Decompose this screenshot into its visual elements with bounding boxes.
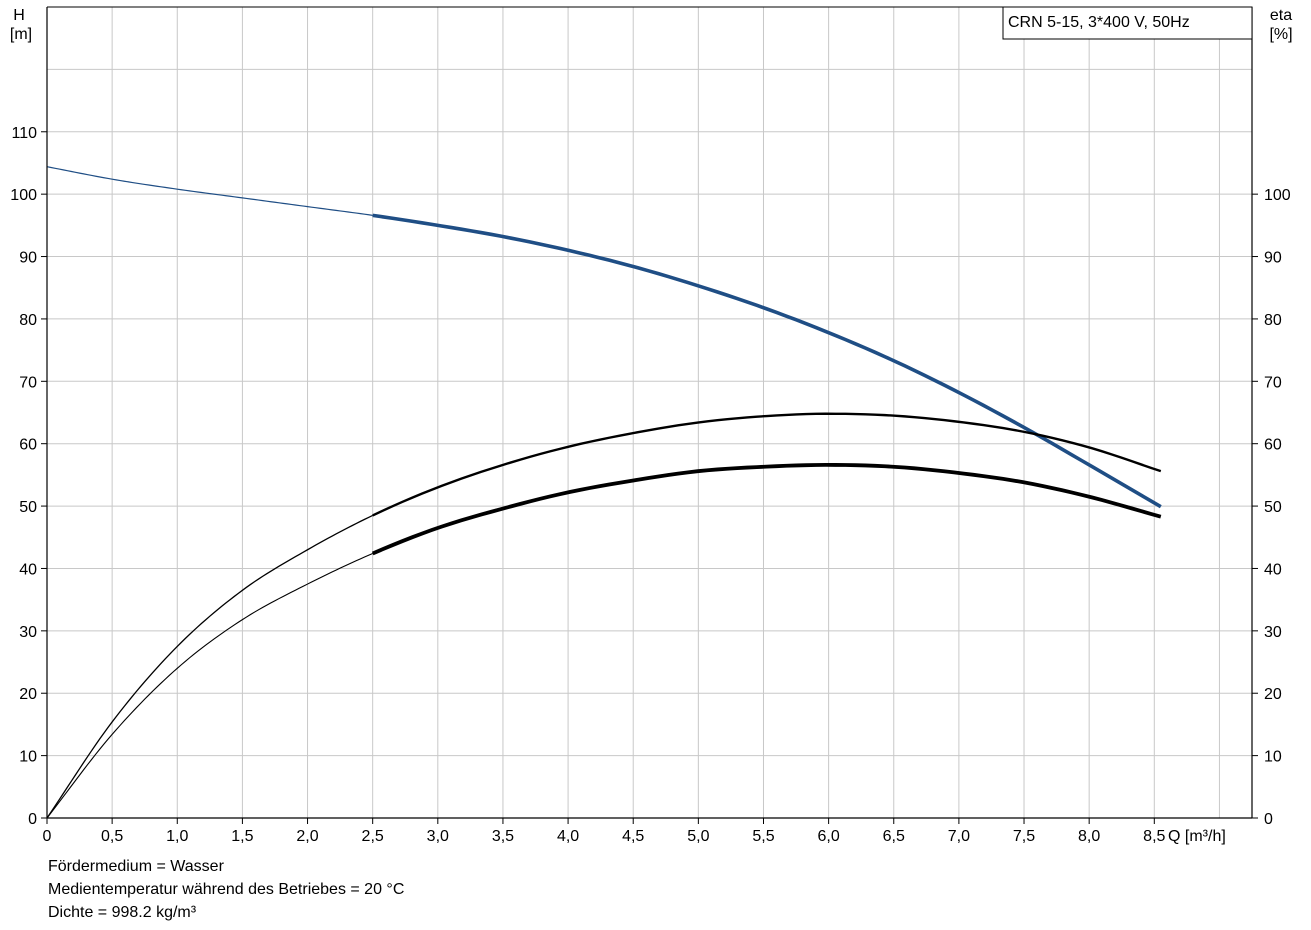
y-left-tick-label: 70: [19, 374, 37, 391]
x-tick-label: 5,0: [687, 828, 709, 845]
x-axis-label: Q [m³/h]: [1168, 828, 1226, 845]
y-right-tick-label: 70: [1264, 374, 1282, 391]
ticks-group: 0 0,5 1,0 1,5 2,0 2,5 3,0 3,5 4,0 4,5 5,0 5,5 6,0 6,5…: [10, 125, 1291, 845]
x-tick-label: 3,0: [427, 828, 449, 845]
x-tick-label: 5,5: [752, 828, 774, 845]
y-right-tick-label: 90: [1264, 250, 1282, 267]
y-left-axis-unit: [m]: [10, 26, 32, 43]
x-tick-label: 3,5: [492, 828, 514, 845]
grid-lines: [47, 6, 1252, 818]
axes-group: [46, 6, 1253, 819]
series-2-curve-outside-range: [46, 514, 373, 819]
y-right-tick-label: 50: [1264, 499, 1282, 516]
x-tick-label: 7,5: [1013, 828, 1035, 845]
y-left-tick-label: 30: [19, 624, 37, 641]
x-tick-label: 8,0: [1078, 828, 1100, 845]
series-group: [46, 166, 1162, 819]
x-tick-label: 6,5: [883, 828, 905, 845]
series-3-curve-outside-range: [46, 552, 373, 819]
y-left-tick-label: 40: [19, 561, 37, 578]
y-left-tick-label: 10: [19, 749, 37, 766]
x-tick-label: 7,0: [948, 828, 970, 845]
x-tick-label: 0,5: [101, 828, 123, 845]
x-tick-label: 2,0: [296, 828, 318, 845]
y-right-axis-name: eta: [1270, 7, 1292, 24]
series-3-curve-operating-range: [371, 463, 1162, 556]
x-tick-label: 8,5: [1143, 828, 1165, 845]
y-right-tick-label: 60: [1264, 437, 1282, 454]
series-1-curve-outside-range: [46, 166, 373, 216]
pump-curve-chart: 0 0,5 1,0 1,5 2,0 2,5 3,0 3,5 4,0 4,5 5,0 5,5 6,0 6,5…: [10, 6, 1293, 845]
note-density: Dichte = 998.2 kg/m³: [48, 904, 197, 921]
y-left-tick-label: 20: [19, 686, 37, 703]
y-left-tick-label: 110: [11, 125, 37, 142]
note-temperature: Medientemperatur während des Betriebes =…: [48, 881, 405, 898]
x-tick-label: 1,0: [166, 828, 188, 845]
y-right-tick-label: 100: [1264, 187, 1291, 204]
series-1-curve-operating-range: [372, 213, 1162, 509]
legend-box: [1002, 6, 1253, 40]
x-tick-label: 2,5: [362, 828, 384, 845]
chart-title: CRN 5-15, 3*400 V, 50Hz: [1008, 14, 1190, 31]
y-left-axis-name: H: [13, 7, 25, 24]
y-right-tick-label: 10: [1264, 749, 1282, 766]
x-tick-label: 4,0: [557, 828, 579, 845]
y-left-tick-label: 50: [19, 499, 37, 516]
x-tick-label: 4,5: [622, 828, 644, 845]
y-right-tick-label: 20: [1264, 686, 1282, 703]
x-tick-label: 6,0: [817, 828, 839, 845]
y-right-tick-label: 30: [1264, 624, 1282, 641]
note-medium: Fördermedium = Wasser: [48, 858, 224, 875]
y-left-tick-label: 60: [19, 437, 37, 454]
y-right-tick-label: 40: [1264, 561, 1282, 578]
y-left-tick-label: 90: [19, 250, 37, 267]
notes-block: Fördermedium = Wasser Medientemperatur w…: [48, 855, 404, 924]
y-right-tick-label: 80: [1264, 312, 1282, 329]
series-2-curve-operating-range: [372, 412, 1162, 517]
y-left-tick-label: 100: [10, 187, 37, 204]
y-left-tick-label: 80: [19, 312, 37, 329]
y-right-axis-unit: [%]: [1269, 26, 1292, 43]
x-tick-label: 0: [43, 828, 52, 845]
x-tick-label: 1,5: [231, 828, 253, 845]
y-right-tick-label: 0: [1264, 811, 1273, 828]
y-left-tick-label: 0: [28, 811, 37, 828]
